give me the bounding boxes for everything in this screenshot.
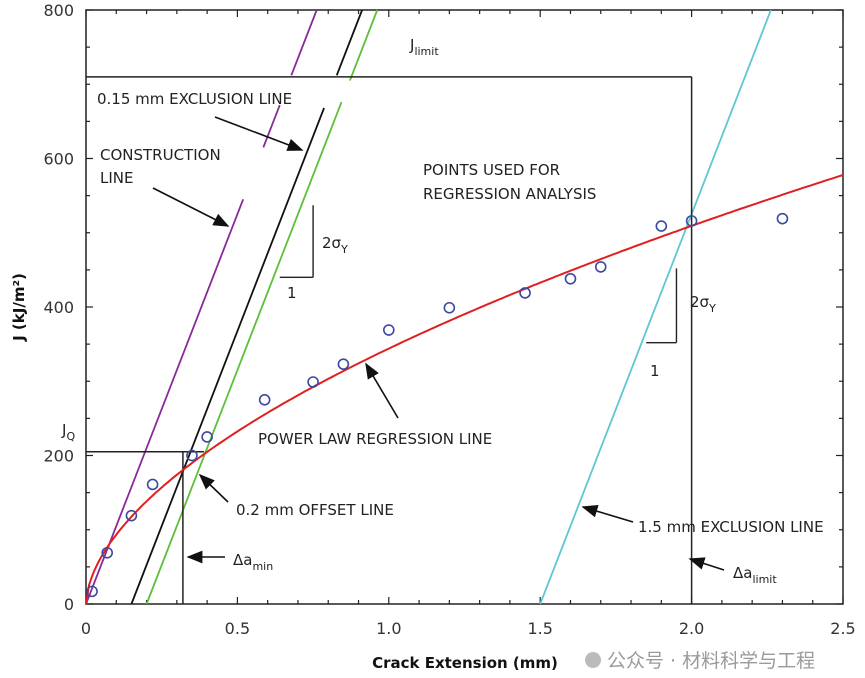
label-slope-rise: 2σY	[690, 293, 716, 315]
label-exclusion-0.15mm: 0.15 mm EXCLUSION LINE	[97, 90, 292, 108]
label-exclusion-1.5mm-main: 1.5 mm EXCLUSION LINE	[638, 518, 824, 536]
arrow-construction	[152, 187, 230, 227]
label-exclusion-0.15mm-main: 0.15 mm EXCLUSION LINE	[97, 90, 292, 108]
y-tick-label: 600	[43, 150, 74, 169]
offset-line-0.2mm	[349, 9, 379, 81]
y-tick-label: 200	[43, 447, 74, 466]
label-offset-0.2mm-main: 0.2 mm OFFSET LINE	[236, 501, 394, 519]
construction-line	[290, 9, 318, 76]
label-power-law: POWER LAW REGRESSION LINE	[258, 430, 492, 448]
label-delta-a-min-sub: min	[252, 560, 273, 573]
exclusion-line-1.5mm	[539, 9, 772, 605]
arrow-offset	[198, 473, 229, 503]
label-jq-sub: Q	[66, 430, 75, 443]
data-point	[594, 261, 607, 273]
data-point	[146, 478, 159, 491]
label-slope-rise-sub: Y	[708, 302, 716, 315]
x-tick-label: 1.5	[527, 619, 552, 638]
data-point	[776, 212, 789, 225]
label-slope-run: 1	[650, 362, 660, 380]
label-delta-a-min: Δamin	[233, 551, 273, 573]
label-j-limit-sub: limit	[414, 45, 439, 58]
construction-line	[262, 104, 281, 148]
x-axis-label: Crack Extension (mm)	[372, 654, 558, 672]
label-slope-rise-main: 2σ	[690, 293, 710, 311]
x-tick-label: 2.5	[830, 619, 855, 638]
label-delta-a-limit: Δalimit	[733, 564, 777, 586]
label-slope-run-main: 1	[287, 284, 297, 302]
y-axis-label: J (kJ/m²)	[10, 273, 28, 342]
data-point	[186, 449, 198, 462]
y-tick-label: 800	[43, 1, 74, 20]
data-point	[86, 585, 98, 598]
data-point	[201, 431, 213, 443]
label-construction-line-main: LINE	[100, 169, 133, 187]
data-point	[655, 220, 668, 232]
data-point	[101, 546, 113, 559]
label-slope-run: 1	[287, 284, 297, 302]
watermark: 公众号 · 材料科学与工程	[607, 650, 815, 672]
offset-line-0.2mm	[145, 101, 343, 605]
data-point	[125, 509, 138, 522]
data-point	[307, 376, 319, 388]
label-jq-main: J	[61, 421, 66, 439]
label-slope-rise-sub: Y	[340, 243, 348, 256]
label-j-limit: Jlimit	[409, 36, 439, 58]
arrow-delta-a-limit	[688, 557, 725, 571]
label-regression-analysis: REGRESSION ANALYSIS	[423, 185, 596, 203]
label-points-used-main: POINTS USED FOR	[423, 161, 560, 179]
label-regression-analysis-main: REGRESSION ANALYSIS	[423, 185, 596, 203]
y-tick-label: 400	[43, 298, 74, 317]
label-exclusion-1.5mm: 1.5 mm EXCLUSION LINE	[638, 518, 824, 536]
x-tick-label: 0.5	[225, 619, 250, 638]
data-point	[685, 215, 698, 227]
arrow-exclusion-0.15mm	[214, 116, 304, 151]
exclusion-line-0.15mm	[335, 9, 363, 76]
label-offset-0.2mm: 0.2 mm OFFSET LINE	[236, 501, 394, 519]
label-delta-a-limit-main: Δa	[733, 564, 752, 582]
label-power-law-main: POWER LAW REGRESSION LINE	[258, 430, 492, 448]
arrow-exclusion-1.5mm	[581, 505, 634, 523]
label-slope-rise-main: 2σ	[322, 234, 342, 252]
label-delta-a-min-main: Δa	[233, 551, 252, 569]
data-point	[382, 324, 395, 336]
label-construction-line: LINE	[100, 169, 133, 187]
data-point	[258, 394, 271, 406]
power-law-regression-line	[85, 174, 844, 605]
label-slope-rise: 2σY	[322, 234, 348, 256]
x-tick-label: 1.0	[376, 619, 401, 638]
x-tick-label: 0	[81, 619, 91, 638]
wechat-icon	[585, 652, 601, 668]
construction-line	[85, 199, 245, 605]
label-construction: CONSTRUCTION	[100, 146, 221, 164]
label-j-limit-main: J	[409, 36, 414, 54]
label-delta-a-limit-sub: limit	[752, 573, 777, 586]
y-tick-label: 0	[64, 595, 74, 614]
label-jq: JQ	[61, 421, 75, 443]
x-tick-label: 2.0	[679, 619, 704, 638]
exclusion-line-0.15mm	[130, 107, 325, 605]
data-point	[337, 358, 350, 370]
label-slope-run-main: 1	[650, 362, 660, 380]
arrow-power-law	[365, 362, 399, 419]
data-point	[564, 272, 577, 285]
data-point	[519, 287, 531, 299]
label-points-used: POINTS USED FOR	[423, 161, 560, 179]
data-point	[443, 301, 456, 314]
label-construction-main: CONSTRUCTION	[100, 146, 221, 164]
